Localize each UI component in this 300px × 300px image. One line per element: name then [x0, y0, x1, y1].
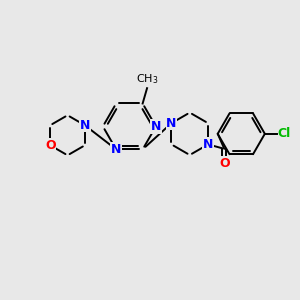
Text: O: O	[45, 139, 56, 152]
Text: N: N	[80, 119, 90, 132]
Text: N: N	[203, 138, 213, 151]
Text: O: O	[219, 157, 230, 170]
Text: N: N	[166, 117, 177, 130]
Text: CH$_3$: CH$_3$	[136, 72, 158, 86]
Text: N: N	[151, 120, 161, 133]
Text: Cl: Cl	[278, 127, 291, 140]
Text: N: N	[111, 143, 121, 156]
